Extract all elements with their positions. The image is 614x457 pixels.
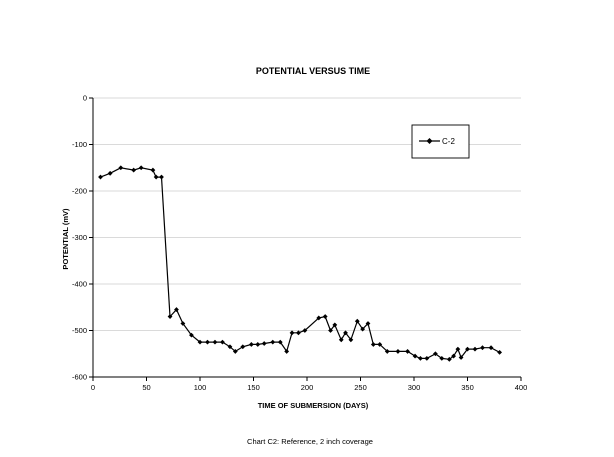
data-point	[384, 349, 390, 354]
y-tick-label: -400	[72, 280, 87, 289]
x-tick-label: 0	[91, 383, 95, 392]
data-point	[153, 174, 159, 180]
data-point	[395, 349, 401, 354]
data-point	[270, 339, 276, 345]
data-point	[480, 345, 485, 351]
data-point	[289, 330, 295, 336]
data-point	[455, 346, 461, 352]
legend-entry-c-2: C-2	[442, 137, 455, 146]
data-point	[138, 165, 144, 171]
data-point	[424, 356, 430, 361]
data-point	[488, 345, 494, 351]
x-axis-ticks: 0 50 100 150 200 250 300 350 400	[91, 377, 527, 392]
x-tick-label: 150	[247, 383, 260, 392]
x-axis-label: TIME OF SUBMERSION (DAYS)	[258, 401, 369, 410]
data-point	[261, 341, 267, 346]
data-point	[220, 339, 225, 345]
data-point	[354, 318, 360, 324]
data-point	[205, 339, 210, 345]
data-point	[131, 167, 137, 173]
data-point	[365, 321, 371, 326]
data-point	[227, 344, 233, 350]
data-point	[343, 330, 348, 336]
data-point	[472, 346, 478, 352]
x-tick-label: 200	[301, 383, 314, 392]
x-tick-label: 50	[142, 383, 150, 392]
data-point	[302, 328, 308, 333]
x-tick-label: 350	[461, 383, 474, 392]
data-point	[405, 349, 410, 354]
data-point	[328, 328, 333, 333]
data-point	[446, 356, 452, 362]
data-point	[167, 314, 173, 319]
y-tick-label: -600	[72, 373, 87, 382]
data-point	[232, 349, 238, 354]
data-point	[277, 339, 283, 345]
chart-title: POTENTIAL VERSUS TIME	[256, 66, 370, 76]
data-point	[240, 344, 246, 350]
data-point	[377, 342, 383, 347]
data-point	[296, 330, 301, 336]
data-point	[212, 339, 218, 345]
data-point	[248, 342, 254, 347]
data-point	[458, 355, 464, 360]
y-axis-label: POTENTIAL (mV)	[61, 208, 70, 270]
y-axis-ticks: 0 -100 -200 -300 -400 -500 -600	[72, 94, 93, 382]
x-tick-label: 100	[194, 383, 207, 392]
data-point	[465, 346, 470, 352]
data-point	[150, 167, 156, 173]
data-point	[255, 342, 261, 347]
data-point	[348, 337, 354, 343]
data-point	[322, 314, 328, 319]
data-point	[332, 322, 338, 328]
data-point	[370, 342, 376, 347]
data-point	[316, 315, 322, 321]
data-point	[412, 353, 418, 359]
y-tick-label: -300	[72, 233, 87, 242]
x-tick-label: 300	[408, 383, 421, 392]
data-point	[439, 356, 445, 361]
data-point	[159, 174, 164, 180]
data-point	[433, 351, 438, 357]
data-point	[451, 353, 456, 359]
data-point	[180, 321, 186, 326]
chart-caption: Chart C2: Reference, 2 inch coverage	[247, 437, 373, 446]
legend-marker	[426, 138, 433, 144]
data-point	[197, 339, 203, 345]
data-point	[418, 356, 423, 361]
y-tick-label: -200	[72, 187, 87, 196]
data-point	[284, 349, 290, 354]
x-tick-label: 250	[354, 383, 367, 392]
y-tick-label: -100	[72, 140, 87, 149]
legend: C-2	[411, 124, 470, 159]
data-point	[174, 307, 179, 312]
data-point	[107, 170, 113, 176]
series-c-2	[98, 165, 502, 362]
x-tick-label: 400	[515, 383, 528, 392]
y-tick-label: -500	[72, 326, 87, 335]
data-point	[338, 337, 344, 343]
data-point	[98, 174, 103, 180]
data-point	[360, 326, 366, 332]
data-point	[189, 332, 194, 338]
data-point	[118, 165, 124, 171]
y-tick-label: 0	[83, 94, 87, 103]
data-point	[497, 349, 502, 355]
